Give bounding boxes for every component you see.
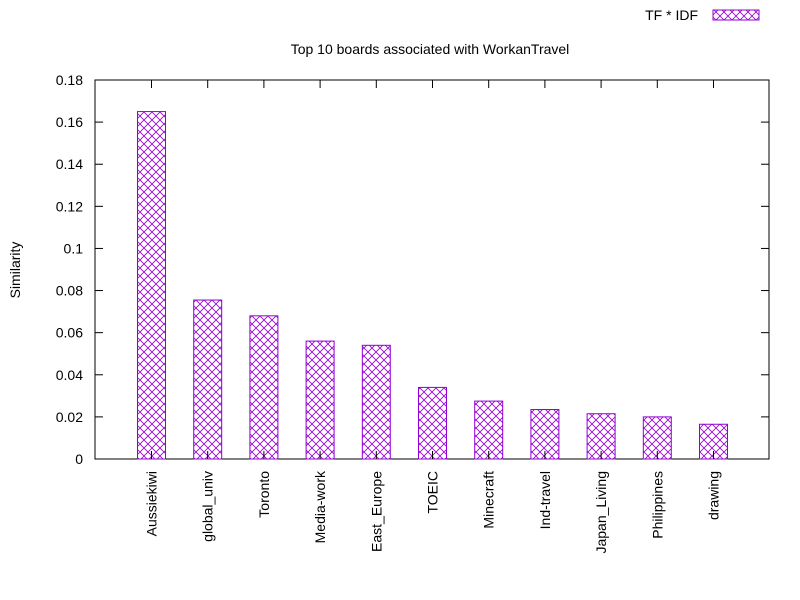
y-axis: 0 0.02 0.04 0.06 0.08 0.1 0.12 0.14 0.16 0.18 [56, 72, 769, 467]
y-tick-label: 0.04 [56, 367, 83, 383]
legend-label: TF * IDF [645, 7, 698, 23]
x-tick-label: Philippines [649, 471, 665, 539]
y-tick-label: 0.1 [64, 240, 84, 256]
y-tick-label: 0.18 [56, 72, 83, 88]
x-tick-label: Media-work [312, 470, 328, 543]
x-tick-label: TOEIC [425, 471, 441, 514]
y-axis-label: Similarity [7, 242, 23, 299]
y-tick-label: 0 [75, 451, 83, 467]
x-tick-label: Aussiekiwi [144, 471, 160, 536]
x-tick-label: Minecraft [481, 471, 497, 529]
x-tick-label: drawing [706, 471, 722, 520]
legend: TF * IDF [645, 7, 760, 23]
x-tick-label: Japan_Living [593, 471, 609, 554]
y-tick-label: 0.06 [56, 325, 83, 341]
y-tick-label: 0.14 [56, 156, 83, 172]
x-tick-label: global_univ [200, 471, 216, 542]
y-tick-label: 0.02 [56, 409, 83, 425]
bar-global-univ [193, 299, 223, 460]
bar-east-europe [361, 344, 391, 460]
legend-swatch [712, 9, 760, 21]
x-tick-label: Toronto [256, 471, 272, 518]
y-tick-label: 0.08 [56, 283, 83, 299]
bar-toronto [249, 315, 279, 460]
y-tick-label: 0.16 [56, 114, 83, 130]
bar-media-work [305, 340, 335, 460]
bar-aussiekiwi [137, 111, 166, 460]
x-tick-label: Ind-travel [537, 471, 553, 529]
bar-toeic [418, 386, 447, 460]
chart-title: Top 10 boards associated with WorkanTrav… [291, 41, 570, 57]
x-tick-label: East_Europe [368, 471, 384, 552]
x-axis: Aussiekiwi global_univ Toronto Media-work Ea… [144, 80, 722, 554]
y-tick-label: 0.12 [56, 198, 83, 214]
bars [137, 111, 728, 460]
bar-minecraft [474, 400, 504, 460]
